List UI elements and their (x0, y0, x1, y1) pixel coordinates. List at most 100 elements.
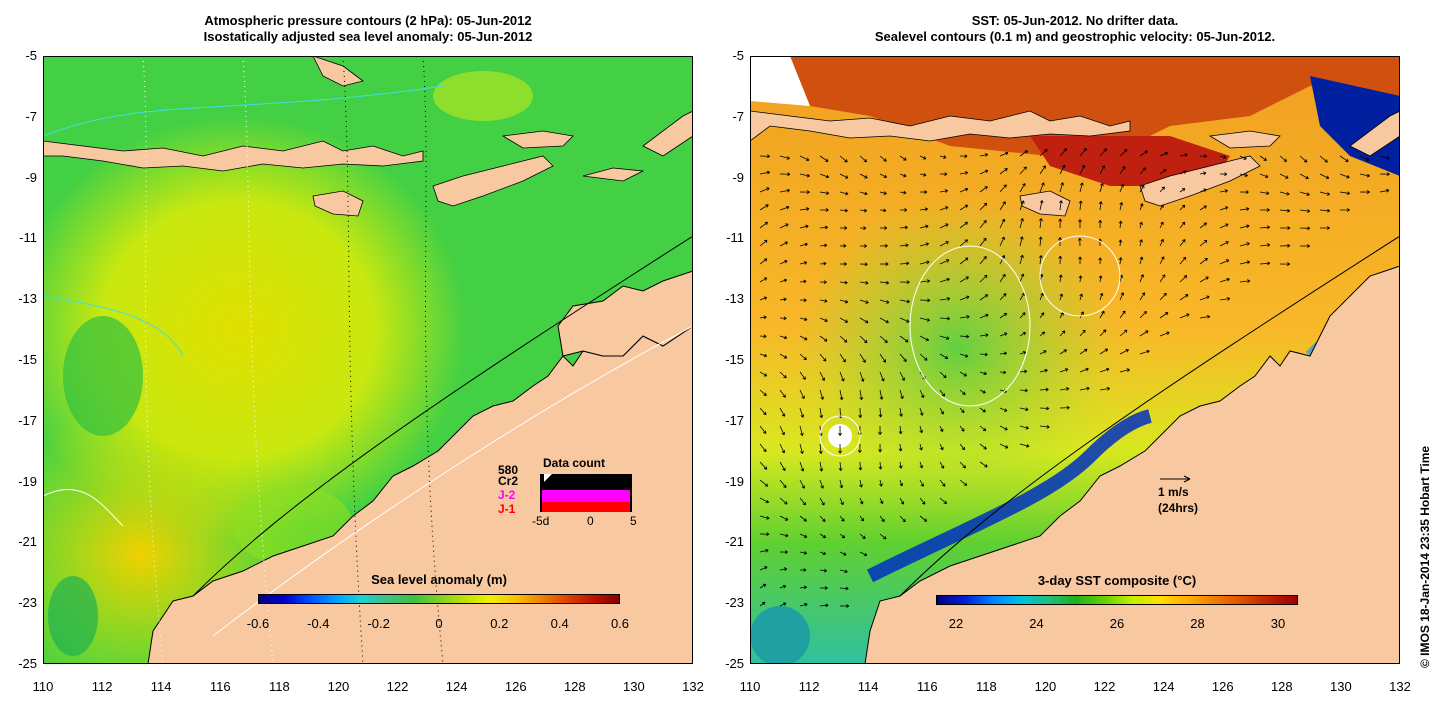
velocity-arrow (939, 443, 944, 451)
velocity-arrow (919, 461, 924, 469)
velocity-arrow (919, 190, 928, 194)
velocity-arrow (819, 533, 827, 539)
velocity-arrow (919, 242, 929, 247)
velocity-arrow (859, 389, 864, 401)
velocity-arrow (1019, 443, 1030, 448)
velocity-arrow (959, 443, 966, 451)
velocity-arrow (779, 389, 786, 398)
velocity-arrow (1299, 155, 1308, 163)
velocity-arrow (1077, 237, 1082, 247)
velocity-arrow (999, 293, 1007, 301)
velocity-arrow (1059, 148, 1068, 157)
velocity-arrow (759, 258, 768, 265)
velocity-arrow (779, 241, 788, 247)
velocity-arrow (838, 461, 843, 471)
data-count-tick-0: 0 (587, 514, 594, 528)
velocity-arrow (1359, 190, 1370, 194)
velocity-arrow (959, 315, 970, 319)
velocity-arrow (1299, 191, 1310, 196)
velocity-arrow (1078, 275, 1083, 283)
velocity-arrow (959, 154, 968, 159)
velocity-arrow (1339, 191, 1351, 196)
velocity-arrow (1259, 191, 1270, 195)
velocity-arrow (839, 208, 848, 213)
velocity-arrow (1139, 239, 1143, 247)
velocity-arrow (759, 497, 770, 504)
colorbar-tick-label: 0 (435, 616, 443, 631)
velocity-arrow (898, 425, 903, 435)
velocity-arrow (899, 515, 906, 523)
velocity-arrow (1279, 191, 1290, 196)
velocity-arrow (919, 298, 931, 303)
velocity-arrow (759, 532, 770, 537)
velocity-arrow (859, 281, 869, 285)
velocity-arrow (1139, 185, 1145, 193)
velocity-arrow (1019, 150, 1029, 157)
left-colorbar-title: Sea level anomaly (m) (371, 572, 507, 587)
velocity-arrow (1159, 331, 1170, 337)
velocity-arrow (1139, 150, 1148, 157)
data-count-tick-5: 5 (630, 514, 637, 528)
velocity-arrow (899, 190, 907, 195)
colorbar-tick-label: 0.2 (490, 616, 509, 631)
sea-level-colorbar (258, 594, 620, 604)
velocity-arrow (1039, 350, 1047, 355)
velocity-arrow (939, 277, 950, 283)
lon-tick-label: 110 (32, 679, 54, 694)
velocity-arrow (879, 173, 888, 178)
velocity-arrow (799, 533, 808, 538)
velocity-arrow (759, 315, 767, 320)
lat-tick-label: -11 (19, 230, 37, 246)
velocity-arrow (1219, 223, 1229, 229)
velocity-arrow (1039, 312, 1045, 319)
velocity-arrow (899, 389, 904, 400)
velocity-arrow (879, 262, 889, 266)
lon-tick-label: 126 (504, 679, 527, 694)
velocity-arrow (779, 297, 787, 302)
velocity-arrow (1179, 294, 1189, 301)
velocity-arrow (1119, 149, 1128, 157)
velocity-arrow (1239, 242, 1250, 247)
velocity-arrow (799, 155, 810, 161)
lon-tick-label: 126 (1211, 679, 1234, 694)
velocity-arrow (1079, 293, 1083, 301)
velocity-arrow (979, 461, 988, 468)
velocity-arrow (759, 566, 768, 571)
velocity-arrow (799, 515, 807, 522)
velocity-arrow (979, 443, 987, 450)
velocity-arrow (979, 186, 988, 193)
velocity-arrow (1139, 292, 1146, 301)
velocity-arrow (1279, 226, 1291, 230)
lat-tick-label: -15 (18, 352, 37, 367)
lat-tick-label: -23 (18, 595, 37, 611)
velocity-arrow (839, 497, 844, 506)
velocity-arrow (1319, 155, 1328, 163)
velocity-arrow (1219, 297, 1231, 301)
velocity-arrow (779, 155, 790, 160)
velocity-arrow (1319, 191, 1330, 196)
velocity-arrow (979, 294, 989, 301)
velocity-arrow (839, 191, 849, 196)
velocity-arrow (1039, 200, 1044, 211)
lon-tick-label: 116 (916, 679, 938, 694)
velocity-arrow (1058, 274, 1063, 283)
velocity-arrow (999, 370, 1007, 375)
velocity-arrow (1038, 236, 1043, 247)
velocity-arrow (1379, 172, 1390, 177)
velocity-arrow (819, 551, 826, 556)
velocity-arrow (819, 317, 828, 322)
velocity-arrow (879, 191, 887, 195)
velocity-arrow (799, 443, 804, 454)
lat-tick-label: -19 (725, 473, 744, 489)
velocity-arrow (939, 461, 945, 469)
velocity-arrow (1059, 387, 1070, 391)
velocity-arrow (1319, 208, 1331, 213)
velocity-arrow (999, 407, 1008, 412)
velocity-arrow (759, 187, 770, 193)
velocity-arrow (779, 550, 788, 554)
velocity-arrow (1118, 239, 1123, 247)
velocity-arrow (1199, 314, 1211, 319)
velocity-arrow (839, 515, 845, 522)
velocity-arrow (799, 173, 810, 178)
velocity-arrow (859, 317, 869, 324)
